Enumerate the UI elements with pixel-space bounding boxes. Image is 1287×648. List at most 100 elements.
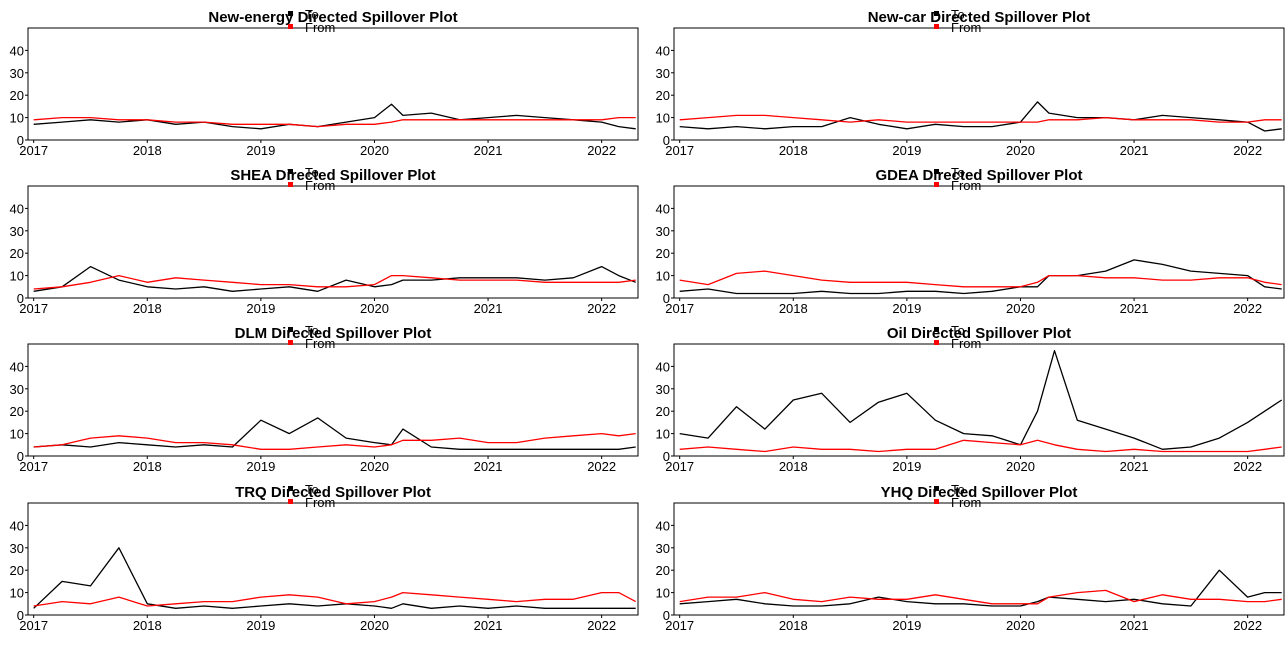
series-line-to bbox=[33, 417, 636, 450]
y-tick-label: 20 bbox=[656, 246, 670, 261]
y-tick-label: 0 bbox=[663, 608, 670, 623]
spillover-panel: New-energy Directed Spillover Plot 0 10 20 3… bbox=[0, 0, 641, 158]
y-tick-label: 0 bbox=[663, 291, 670, 306]
legend-label: From bbox=[951, 336, 981, 351]
x-tick-label: 2018 bbox=[133, 618, 162, 633]
legend-label: To bbox=[951, 482, 965, 497]
y-tick-label: 40 bbox=[10, 201, 24, 216]
y-tick-label: 10 bbox=[656, 586, 670, 601]
y-tick-label: 40 bbox=[10, 518, 24, 533]
x-tick-label: 2020 bbox=[1006, 143, 1035, 158]
spillover-panel: GDEA Directed Spillover Plot 0 10 20 30 40 201… bbox=[646, 158, 1287, 316]
legend-label: From bbox=[305, 20, 335, 35]
series-line-from bbox=[679, 270, 1282, 288]
x-tick-label: 2022 bbox=[1233, 301, 1262, 316]
chart-title: SHEA Directed Spillover Plot bbox=[230, 167, 435, 184]
chart-title: TRQ Directed Spillover Plot bbox=[235, 484, 431, 501]
y-tick-label: 30 bbox=[656, 224, 670, 239]
plot-frame bbox=[27, 343, 639, 457]
series-line-to bbox=[33, 547, 636, 609]
y-tick-label: 40 bbox=[656, 518, 670, 533]
plot-frame bbox=[673, 185, 1285, 299]
y-tick-label: 30 bbox=[10, 66, 24, 81]
x-tick-label: 2019 bbox=[246, 459, 275, 474]
y-tick-label: 0 bbox=[17, 449, 24, 464]
chart-svg: YHQ Directed Spillover Plot 0 10 20 30 40 2017… bbox=[656, 482, 1285, 633]
series-line-from bbox=[33, 591, 637, 607]
legend-marker bbox=[288, 327, 293, 332]
x-tick-label: 2018 bbox=[133, 459, 162, 474]
series-line-from bbox=[33, 116, 636, 128]
y-tick-label: 40 bbox=[656, 201, 670, 216]
y-tick-label: 0 bbox=[17, 608, 24, 623]
legend-marker bbox=[288, 182, 293, 187]
chart-svg: Oil Directed Spillover Plot 0 10 20 30 40 2017… bbox=[656, 323, 1285, 474]
legend-label: From bbox=[951, 20, 981, 35]
y-tick-label: 30 bbox=[656, 66, 670, 81]
y-tick-label: 30 bbox=[656, 382, 670, 397]
x-tick-label: 2020 bbox=[360, 618, 389, 633]
spillover-panel: TRQ Directed Spillover Plot 0 10 20 30 40 2017… bbox=[0, 475, 641, 633]
y-tick-label: 10 bbox=[10, 111, 24, 126]
x-tick-label: 2021 bbox=[1120, 301, 1149, 316]
legend-marker bbox=[934, 499, 939, 504]
x-tick-label: 2017 bbox=[19, 618, 48, 633]
x-tick-label: 2018 bbox=[779, 459, 808, 474]
legend-marker bbox=[934, 24, 939, 29]
chart-title: GDEA Directed Spillover Plot bbox=[876, 167, 1083, 184]
legend-marker bbox=[934, 182, 939, 187]
series-line-from bbox=[679, 589, 1282, 605]
x-tick-label: 2019 bbox=[892, 143, 921, 158]
legend-marker bbox=[934, 169, 939, 174]
x-tick-label: 2021 bbox=[1120, 143, 1149, 158]
y-tick-label: 10 bbox=[656, 427, 670, 442]
legend-marker bbox=[934, 486, 939, 491]
x-tick-label: 2022 bbox=[1233, 618, 1262, 633]
y-tick-label: 30 bbox=[10, 382, 24, 397]
legend-label: From bbox=[305, 336, 335, 351]
x-tick-label: 2022 bbox=[587, 143, 616, 158]
legend-label: To bbox=[305, 165, 319, 180]
x-tick-label: 2021 bbox=[1120, 459, 1149, 474]
y-tick-label: 20 bbox=[10, 563, 24, 578]
x-tick-label: 2019 bbox=[892, 301, 921, 316]
spillover-panel: SHEA Directed Spillover Plot 0 10 20 30 40 201… bbox=[0, 158, 641, 316]
y-tick-label: 0 bbox=[17, 133, 24, 148]
x-tick-label: 2020 bbox=[360, 459, 389, 474]
x-tick-label: 2019 bbox=[246, 301, 275, 316]
legend-marker bbox=[288, 340, 293, 345]
x-tick-label: 2021 bbox=[474, 459, 503, 474]
legend-marker bbox=[934, 327, 939, 332]
x-tick-label: 2021 bbox=[474, 301, 503, 316]
legend-marker bbox=[288, 24, 293, 29]
x-tick-label: 2017 bbox=[19, 143, 48, 158]
legend-marker bbox=[288, 486, 293, 491]
chart-title: DLM Directed Spillover Plot bbox=[235, 325, 432, 342]
y-tick-label: 10 bbox=[10, 427, 24, 442]
x-tick-label: 2018 bbox=[779, 301, 808, 316]
x-tick-label: 2018 bbox=[133, 143, 162, 158]
x-tick-label: 2017 bbox=[19, 459, 48, 474]
series-line-from bbox=[679, 114, 1282, 123]
x-tick-label: 2022 bbox=[587, 618, 616, 633]
x-tick-label: 2017 bbox=[19, 301, 48, 316]
x-tick-label: 2022 bbox=[1233, 459, 1262, 474]
series-line-to bbox=[679, 259, 1282, 295]
x-tick-label: 2020 bbox=[360, 143, 389, 158]
x-tick-label: 2018 bbox=[779, 618, 808, 633]
y-tick-label: 10 bbox=[656, 269, 670, 284]
legend-label: To bbox=[951, 165, 965, 180]
x-tick-label: 2017 bbox=[665, 618, 694, 633]
x-tick-label: 2019 bbox=[246, 143, 275, 158]
series-line-to bbox=[679, 569, 1282, 607]
legend-label: To bbox=[951, 323, 965, 338]
y-tick-label: 40 bbox=[10, 359, 24, 374]
x-tick-label: 2022 bbox=[1233, 143, 1262, 158]
x-tick-label: 2020 bbox=[1006, 618, 1035, 633]
y-tick-label: 20 bbox=[10, 88, 24, 103]
spillover-panel: New-car Directed Spillover Plot 0 10 20 30 40… bbox=[646, 0, 1287, 158]
y-tick-label: 30 bbox=[10, 541, 24, 556]
chart-title: Oil Directed Spillover Plot bbox=[887, 325, 1071, 342]
spillover-panel: Oil Directed Spillover Plot 0 10 20 30 40 2017… bbox=[646, 316, 1287, 474]
